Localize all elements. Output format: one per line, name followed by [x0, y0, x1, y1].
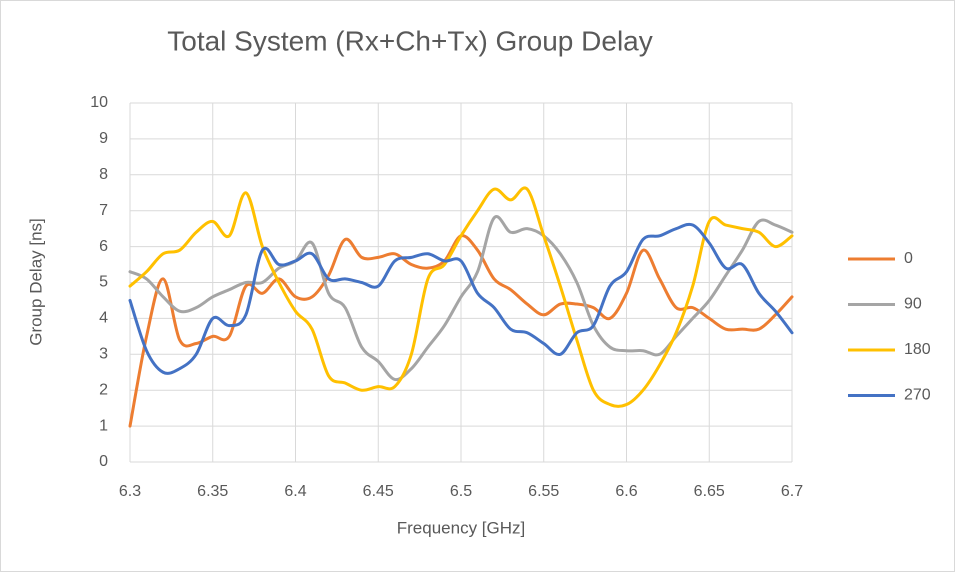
y-tick-label: 5 — [99, 274, 108, 291]
chart-title: Total System (Rx+Ch+Tx) Group Delay — [167, 25, 653, 56]
x-tick-label: 6.6 — [615, 483, 637, 500]
y-tick-label: 3 — [99, 346, 108, 363]
x-tick-label: 6.4 — [284, 483, 306, 500]
y-tick-label: 0 — [99, 453, 108, 470]
x-axis-label: Frequency [GHz] — [397, 518, 526, 537]
series-line — [128, 222, 794, 375]
y-tick-label: 9 — [99, 130, 108, 147]
x-tick-label: 6.65 — [694, 483, 725, 500]
x-tick-label: 6.55 — [528, 483, 559, 500]
y-tick-label: 10 — [90, 94, 108, 111]
series-line — [128, 186, 794, 408]
legend-label: 270 — [904, 387, 931, 404]
legend-label: 90 — [904, 296, 922, 313]
y-tick-label: 1 — [99, 417, 108, 434]
legend-label: 180 — [904, 341, 931, 358]
x-tick-label: 6.45 — [363, 483, 394, 500]
y-tick-label: 7 — [99, 202, 108, 219]
y-tick-label: 2 — [99, 381, 108, 398]
y-tick-label: 8 — [99, 166, 108, 183]
y-tick-label: 6 — [99, 238, 108, 255]
series-line — [128, 215, 794, 382]
y-tick-label: 4 — [99, 310, 108, 327]
y-axis-label: Group Delay [ns] — [26, 218, 45, 346]
x-tick-label: 6.35 — [197, 483, 228, 500]
legend-label: 0 — [904, 250, 913, 267]
x-tick-label: 6.5 — [450, 483, 472, 500]
x-tick-label: 6.7 — [781, 483, 803, 500]
x-tick-label: 6.3 — [119, 483, 141, 500]
